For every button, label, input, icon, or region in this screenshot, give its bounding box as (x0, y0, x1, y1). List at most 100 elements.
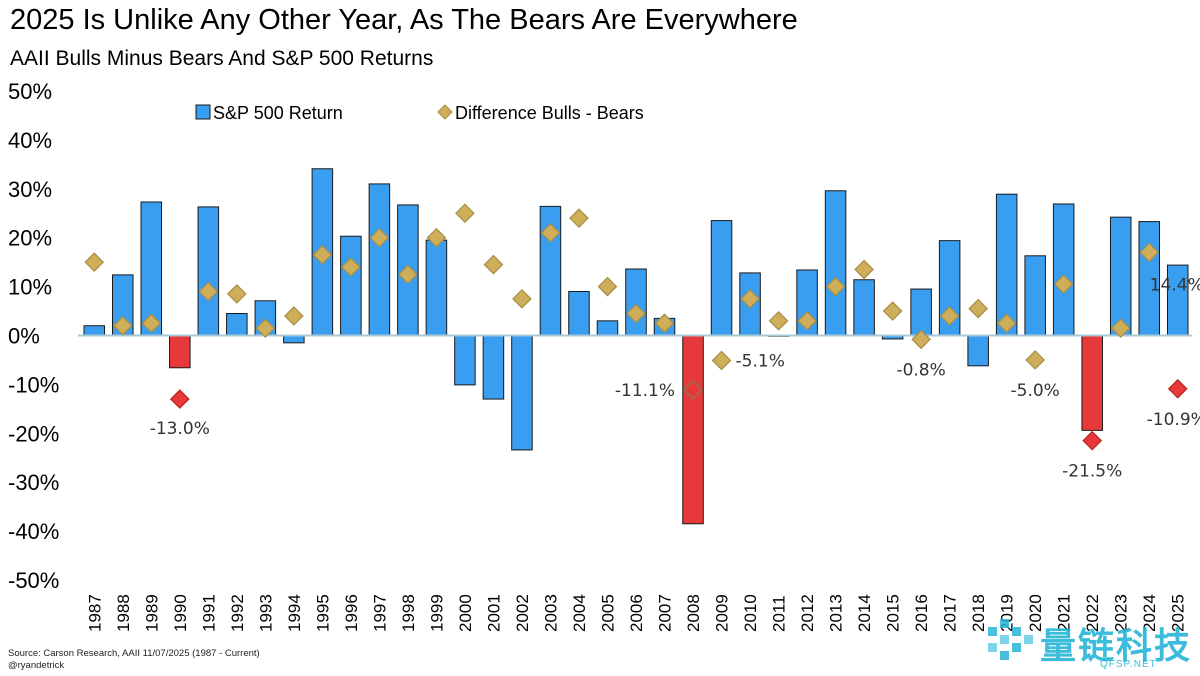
diamond-1990 (169, 389, 190, 409)
bar-2002 (511, 335, 533, 451)
bar-2023 (1109, 216, 1132, 336)
y-tick-label: 20% (8, 226, 52, 251)
x-tick-label: 2020 (1026, 594, 1045, 632)
y-tick-label: -40% (8, 519, 59, 544)
x-tick-label: 1994 (285, 594, 304, 632)
diamond-2003 (540, 222, 561, 243)
diamond-1993 (255, 318, 276, 339)
x-tick-label: 2018 (969, 594, 988, 632)
bar-2005 (596, 320, 619, 336)
y-tick-label: -30% (8, 470, 59, 495)
x-tick-label: 2004 (570, 594, 589, 632)
diamond-2005 (597, 276, 618, 297)
legend-diamond-label: Difference Bulls - Bears (455, 103, 644, 123)
y-tick-label: 0% (8, 324, 40, 349)
diamond-1988 (112, 315, 133, 336)
diamond-1987 (84, 252, 105, 272)
diamond-2012 (797, 310, 817, 331)
diamond-1996 (341, 257, 361, 277)
bar-1991 (197, 206, 220, 336)
x-tick-label: 2011 (770, 595, 789, 632)
diamond-1995 (312, 244, 333, 265)
bar-1990 (169, 335, 191, 369)
x-tick-label: 1997 (370, 594, 389, 632)
diamond-2020 (1025, 350, 1046, 370)
bar-2014 (853, 279, 875, 336)
source-note: Source: Carson Research, AAII 11/07/2025… (8, 648, 260, 672)
diamond-2016 (911, 329, 931, 350)
bar-2001 (482, 335, 505, 400)
x-tick-label: 1990 (171, 594, 190, 632)
x-tick-label: 1993 (256, 594, 275, 632)
diamond-1991 (198, 281, 219, 302)
y-tick-label: -50% (8, 568, 59, 593)
diamond-2000 (455, 203, 475, 224)
diamond-2007 (654, 313, 675, 334)
legend-bar-swatch (195, 104, 211, 120)
diamond-1989 (141, 313, 162, 334)
x-tick-label: 2017 (941, 594, 960, 632)
bar-2013 (824, 190, 847, 336)
x-tick-label: 2024 (1140, 594, 1159, 632)
watermark-logo-icon (988, 619, 1033, 660)
diamond-2024 (1139, 242, 1160, 263)
diamond-2006 (626, 303, 646, 324)
y-tick-label: 10% (8, 275, 52, 300)
bar-2020 (1024, 255, 1046, 336)
x-tick-label: 2010 (741, 594, 760, 632)
x-tick-label: 2016 (912, 594, 931, 632)
x-tick-label: 1987 (85, 594, 104, 632)
watermark: 量链科技 QFSP.NET (985, 613, 1195, 671)
x-tick-label: 2009 (713, 594, 732, 632)
legend-diamond-swatch (437, 104, 453, 120)
diamond-2008 (683, 379, 703, 400)
diamond-2019 (996, 313, 1017, 334)
diamond-2013 (825, 276, 846, 297)
diamond-2014 (854, 259, 874, 280)
bar-1987 (83, 325, 106, 337)
diamond-2001 (483, 254, 504, 275)
x-tick-label: 2006 (627, 594, 646, 632)
bar-2008 (682, 335, 704, 525)
bar-2018 (967, 335, 989, 367)
x-tick-label: 2001 (484, 594, 503, 632)
data-label-2025: -10.9% (1147, 410, 1200, 430)
bar-2004 (568, 290, 590, 336)
bar-2006 (625, 268, 647, 336)
data-label-2025: 14.4% (1150, 276, 1200, 296)
bar-2016 (910, 288, 932, 337)
diamond-2021 (1053, 274, 1074, 295)
data-label-1990: -13.0% (150, 419, 210, 439)
x-tick-label: 2007 (656, 594, 675, 632)
diamond-2004 (569, 208, 589, 228)
x-tick-label: 2013 (827, 594, 846, 632)
x-tick-label: 2015 (884, 594, 903, 632)
bar-1996 (340, 235, 362, 336)
bar-2022 (1081, 335, 1103, 431)
data-label-2020: -5.0% (1011, 381, 1060, 401)
x-tick-label: 2005 (598, 594, 617, 632)
x-tick-label: 1991 (199, 594, 218, 632)
bar-2021 (1052, 203, 1075, 336)
author-handle: @ryandetrick (8, 660, 65, 671)
x-tick-label: 1992 (228, 594, 247, 632)
x-tick-label: 2008 (684, 594, 703, 632)
x-tick-label: 2000 (456, 594, 475, 632)
diamond-1999 (426, 227, 447, 248)
chart-subtitle: AAII Bulls Minus Bears And S&P 500 Retur… (10, 47, 434, 70)
diamond-2018 (968, 298, 989, 319)
y-tick-label: 50% (8, 79, 52, 104)
diamond-1998 (398, 264, 418, 285)
x-tick-label: 2021 (1055, 594, 1074, 632)
chart-title: 2025 Is Unlike Any Other Year, As The Be… (10, 4, 798, 36)
x-tick-label: 1998 (399, 594, 418, 632)
data-label-2016: -0.8% (896, 360, 945, 380)
bar-1994 (283, 335, 305, 344)
bar-2000 (454, 335, 476, 386)
watermark-cn: 量链科技 (1040, 625, 1193, 666)
x-tick-label: 2022 (1083, 594, 1102, 632)
x-tick-label: 2014 (855, 594, 874, 632)
y-tick-label: 30% (8, 177, 52, 202)
y-tick-label: 40% (8, 128, 52, 153)
